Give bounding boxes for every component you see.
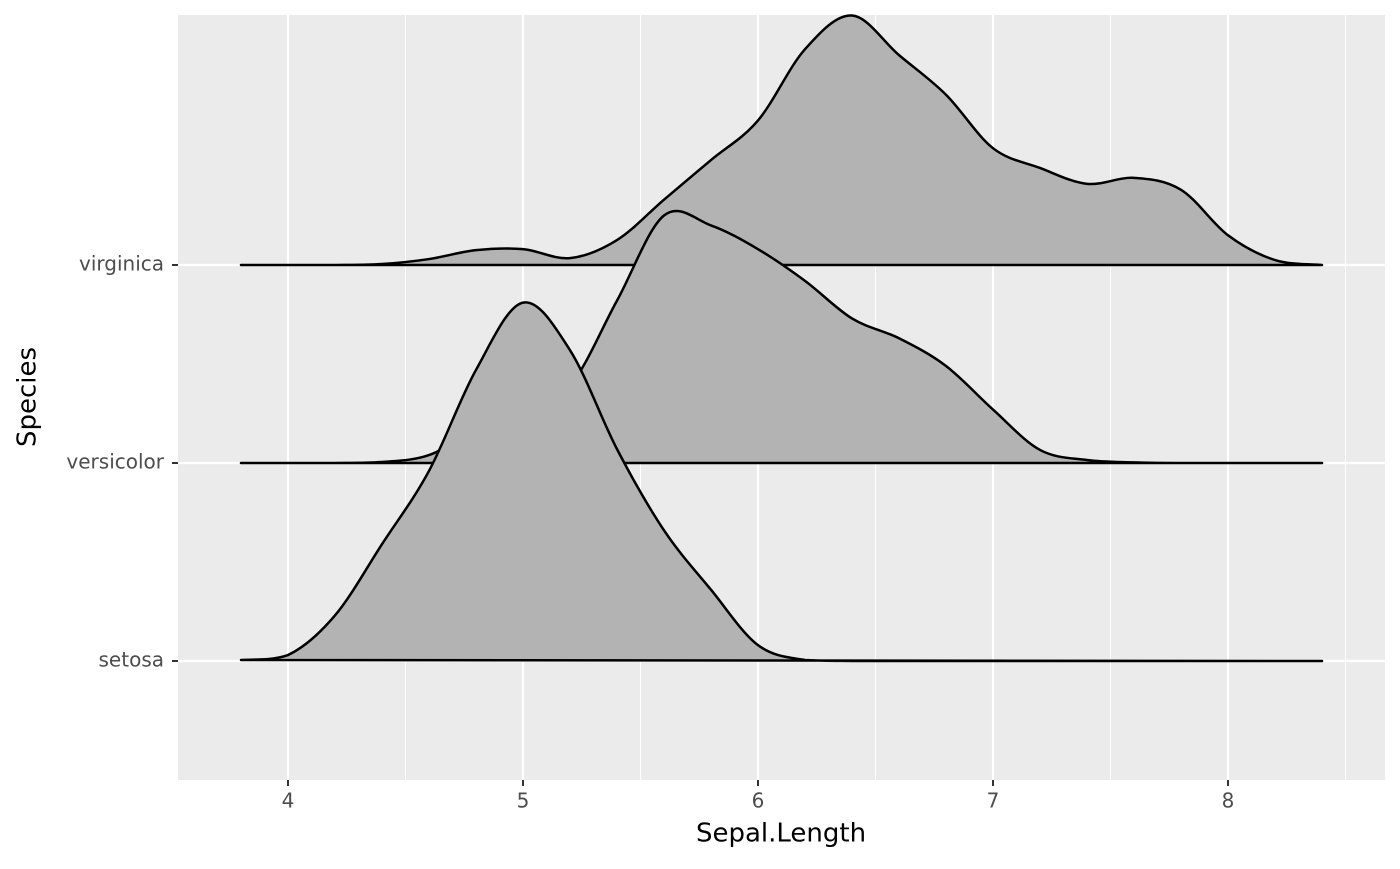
x-axis-title: Sepal.Length	[696, 819, 866, 849]
x-tick-label: 8	[1222, 789, 1235, 813]
ridge	[239, 209, 1324, 465]
y-axis-title: Species	[13, 347, 43, 447]
x-tick-label: 7	[987, 789, 1000, 813]
ridge	[239, 301, 1324, 663]
x-tick-label: 6	[752, 789, 765, 813]
x-tick-label: 4	[282, 789, 295, 813]
x-tick-label: 5	[517, 789, 530, 813]
y-tick-label: versicolor	[66, 450, 164, 474]
y-tick-label: setosa	[99, 648, 164, 672]
y-tick-label: virginica	[79, 252, 164, 276]
ridge	[239, 14, 1324, 267]
